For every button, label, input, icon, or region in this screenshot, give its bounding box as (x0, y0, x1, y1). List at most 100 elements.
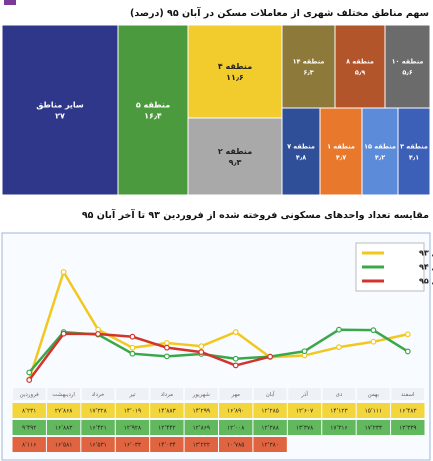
treemap-cell (117, 24, 189, 196)
table-value: ۱۳٬۳۳۹ (399, 425, 416, 432)
month-label: خرداد (92, 392, 105, 398)
month-label: بهمن (368, 392, 380, 398)
month-label: فروردین (20, 392, 40, 398)
series-point (301, 348, 308, 355)
treemap-cell (1, 24, 119, 196)
series-point (232, 329, 239, 335)
table-header-cell (219, 388, 252, 400)
cell-label: سایر مناطق (36, 101, 84, 110)
series-point (163, 344, 170, 351)
series-point (95, 331, 101, 337)
series-line (28, 270, 409, 380)
series-point (232, 355, 239, 362)
table-cell (356, 403, 391, 418)
table-header-cell (391, 388, 424, 400)
series-point (404, 331, 411, 338)
treemap-title: سهم مناطق مختلف شهری از معاملات مسکن در … (130, 8, 429, 19)
table-value: ۱۲٬۶۰۷ (296, 408, 313, 415)
series-point (336, 344, 342, 351)
table-cell (12, 403, 46, 418)
table-value: ۱۲٬۹۲۸ (124, 425, 141, 432)
treemap-cell (187, 117, 283, 196)
series-point (232, 362, 239, 369)
series-point (404, 348, 411, 355)
cell-value: ۲۷ (55, 112, 65, 121)
table-cell (287, 420, 322, 435)
cell-value: ۶٫۳ (303, 69, 313, 77)
table-cell (81, 420, 115, 435)
table-cell (219, 437, 253, 452)
cell-value: ۴٫۲ (375, 154, 385, 162)
line-title: مقایسه تعداد واحدهای مسکونی فروخته شده ا… (81, 210, 429, 221)
cell-label: منطقه ۱۰ (392, 58, 424, 66)
cell-label: منطقه ۴ (218, 62, 252, 71)
table-value: ۱۲٬۳۸۸ (261, 425, 278, 432)
month-label: شهریور (192, 392, 211, 398)
table-cell (253, 403, 287, 418)
table-cell (391, 420, 425, 435)
table-value: ۱۷٬۳۱۶ (330, 425, 347, 432)
table-cell (12, 437, 46, 452)
series-point (60, 269, 67, 275)
month-label: دی (336, 392, 343, 398)
table-cell (46, 403, 81, 418)
table-value: ۱۶٬۵۸۱ (55, 442, 72, 449)
table-value: ۲۷٬۸۶۸ (55, 408, 72, 415)
table-value: ۱۳٬۲۲۲ (193, 442, 210, 449)
legend-label: سال ۹۴ (419, 263, 433, 272)
table-cell (253, 437, 287, 452)
month-label: آبان (266, 391, 275, 398)
table-cell (287, 403, 322, 418)
series-point (26, 369, 33, 376)
table-value: ۱۶٬۴۸۳ (399, 408, 416, 415)
table-value: ۱۴٬۲۹۹ (193, 408, 210, 415)
table-header-cell (357, 388, 390, 400)
table-value: ۱۲٬۴۴۲ (158, 425, 175, 432)
month-label: اردیبهشت (52, 392, 75, 398)
table-value: ۱۶٬۸۹۰ (227, 408, 244, 415)
table-header-cell (288, 388, 321, 400)
cell-label: منطقه ۱ (327, 143, 355, 151)
cell-value: ۵٫۶ (402, 69, 412, 77)
table-value: ۱۷٬۲۳۳ (365, 425, 382, 432)
table-value: ۱۲٬۸۶۹ (193, 425, 210, 432)
series-point (60, 330, 67, 337)
table-value: ۱۵٬۱۱۱ (365, 408, 382, 415)
table-value: ۱۴٬۰۳۴ (158, 442, 175, 449)
legend-label: سال ۹۳ (419, 249, 433, 258)
treemap-cell (281, 107, 321, 196)
table-value: ۸٬۱۱۶ (22, 442, 36, 449)
series-point (336, 326, 342, 333)
series-point (198, 349, 205, 355)
month-label: اسفند (401, 392, 415, 398)
series-point (129, 333, 136, 340)
table-cell (184, 403, 218, 418)
table-cell (184, 420, 218, 435)
table-header-cell (47, 388, 80, 400)
table-cell (322, 420, 356, 435)
table-cell (115, 420, 150, 435)
table-value: ۹٬۴۹۲ (22, 425, 36, 432)
series-point (163, 340, 170, 346)
table-value: ۱۴٬۰۱۹ (124, 408, 141, 415)
legend-label: سال ۹۵ (419, 277, 433, 286)
table-header-cell (13, 388, 46, 400)
month-label: مهر (230, 392, 240, 398)
cell-label: منطقه ۵ (136, 101, 170, 110)
treemap-cell (319, 107, 363, 196)
table-value: ۱۶٬۵۳۱ (89, 442, 106, 449)
series-point (370, 338, 377, 345)
table-header-cell (116, 388, 149, 400)
month-label: تیر (128, 392, 136, 398)
table-cell (115, 437, 150, 452)
table-value: ۱۶٬۸۸۳ (55, 425, 72, 432)
table-cell (150, 420, 184, 435)
cell-label: منطقه ۳ (400, 143, 428, 151)
table-value: ۱۴٬۸۸۳ (158, 408, 175, 415)
table-cell (115, 403, 150, 418)
treemap-cell (187, 24, 283, 119)
treemap-cell (397, 107, 431, 196)
table-value: ۱۴٬۱۲۳ (330, 408, 347, 415)
cell-value: ۵٫۹ (355, 69, 365, 77)
